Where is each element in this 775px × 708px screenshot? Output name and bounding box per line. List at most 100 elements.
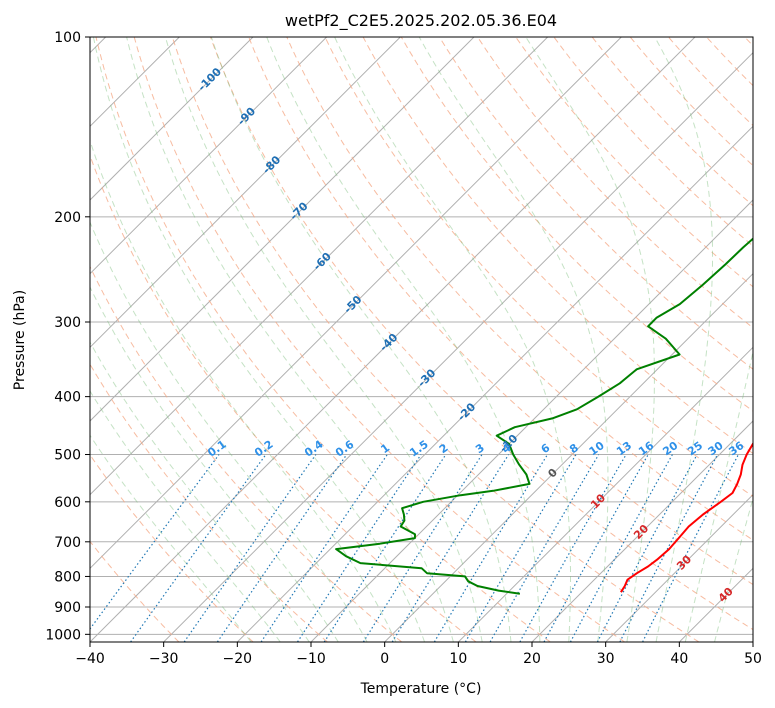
mixing-ratio-label: 0.4 [302, 438, 326, 460]
dry-adiabat [90, 265, 403, 642]
mixing-ratio-label: 30 [706, 439, 726, 459]
y-tick-label: 100 [54, 30, 81, 46]
isotherm-label: -50 [341, 293, 364, 316]
dry-adiabat [210, 37, 753, 631]
mixing-ratio-line [216, 454, 348, 642]
y-tick-label: 900 [54, 600, 81, 616]
mixing-ratio-label: 0.6 [333, 438, 357, 460]
isotherm-line [90, 37, 549, 496]
mixing-ratio-label: 25 [685, 439, 705, 458]
mixing-ratio-label: 16 [636, 439, 656, 459]
dry-adiabat [477, 37, 753, 329]
moist-adiabat [90, 286, 339, 642]
y-tick-label: 800 [54, 569, 81, 585]
x-tick-label: 10 [449, 651, 467, 667]
isotherm-label: 0 [545, 466, 560, 481]
chart-title: wetPf2_C2E5.2025.202.05.36.E04 [285, 11, 557, 31]
dry-adiabat [90, 154, 477, 642]
mixing-ratio-label: 0.2 [252, 438, 275, 460]
moist-adiabat [714, 497, 753, 642]
mixing-ratio-label: 0.1 [205, 438, 228, 460]
x-tick-label: 20 [523, 651, 541, 667]
mixing-ratio-line [489, 454, 600, 642]
moist-adiabat [334, 37, 571, 642]
moist-adiabat [90, 341, 310, 642]
y-tick-label: 500 [54, 448, 81, 464]
moist-adiabat [164, 37, 483, 642]
dry-adiabat [95, 37, 551, 642]
isotherm-label: 40 [716, 585, 736, 605]
dry-adiabat [438, 37, 753, 370]
moist-adiabat [90, 220, 368, 642]
mixing-ratio-label: 8 [567, 441, 581, 456]
y-tick-label: 700 [54, 535, 81, 551]
dry-adiabat [171, 37, 700, 642]
mixing-ratio-line [519, 454, 627, 642]
isotherm-line [605, 493, 753, 642]
background-lines [90, 37, 753, 642]
x-axis-label: Temperature (°C) [360, 681, 482, 697]
moist-adiabat [126, 37, 454, 642]
mixing-ratio-line [296, 454, 422, 642]
isotherm-line [90, 37, 622, 570]
y-axis-label: Pressure (hPa) [12, 290, 28, 390]
dewpoint-profile-line [335, 237, 753, 595]
dry-adiabat [591, 37, 753, 207]
isotherm-line [90, 37, 696, 642]
moist-adiabat [684, 349, 753, 642]
dry-adiabat [324, 37, 753, 498]
moist-adiabat [90, 138, 397, 642]
isotherm-label: 30 [674, 552, 694, 572]
mixing-ratio-line [596, 454, 698, 642]
mixing-ratio-label: 2 [437, 441, 451, 456]
mixing-ratio-line [260, 454, 388, 642]
y-tick-label: 200 [54, 210, 81, 226]
y-tick-label: 600 [54, 495, 81, 511]
isotherm-line [90, 37, 401, 349]
isotherm-label: 10 [588, 491, 608, 511]
isotherm-line [752, 641, 753, 642]
isotherm-line [531, 420, 753, 642]
x-tick-label: −40 [75, 651, 105, 667]
x-tick-label: −30 [149, 651, 179, 667]
isotherm-line [384, 272, 753, 642]
mixing-ratio-label: 1.5 [407, 438, 430, 460]
temperature-profile-line [620, 442, 753, 593]
y-tick-label: 1000 [45, 627, 81, 643]
dry-adiabat [362, 37, 753, 455]
mixing-ratio-label: 10 [587, 439, 607, 459]
moist-adiabat [418, 37, 609, 642]
mixing-ratio-line [433, 454, 549, 642]
x-tick-label: 50 [744, 651, 762, 667]
dry-adiabat [668, 37, 753, 127]
mixing-ratio-line [130, 454, 267, 642]
mixing-ratio-line [90, 454, 220, 630]
dry-adiabat [90, 453, 254, 642]
isotherm-line [678, 567, 753, 642]
moist-adiabat [90, 434, 252, 642]
isotherm-line [163, 51, 753, 642]
mixing-ratio-label-layer: 0.1 0.2 0.4 0.6 1 1.5 2 3 4 6 8 10 13 16 20 25 30 36 [205, 438, 746, 460]
moist-adiabat [525, 37, 656, 642]
moist-adiabat [92, 37, 426, 642]
moist-adiabat [654, 37, 713, 642]
isotherm-line [90, 37, 475, 422]
x-tick-label: 30 [597, 651, 615, 667]
x-tick-label: 0 [380, 651, 389, 667]
mixing-ratio-line [183, 454, 317, 642]
plot-frame [89, 36, 754, 643]
dry-adiabat [515, 37, 753, 288]
grid-layer [90, 37, 753, 642]
isotherm-label: -80 [260, 153, 283, 176]
isotherm-line [90, 37, 254, 201]
x-axis-ticks: −40 −30 −20 −10 0 10 20 30 40 50 [75, 642, 762, 667]
y-tick-label: 400 [54, 390, 81, 406]
isotherm-line [310, 199, 753, 642]
mixing-ratio-line [362, 454, 483, 642]
dry-adiabat [400, 37, 753, 412]
dry-adiabat [706, 37, 753, 87]
mixing-ratio-label: 1 [378, 441, 392, 456]
